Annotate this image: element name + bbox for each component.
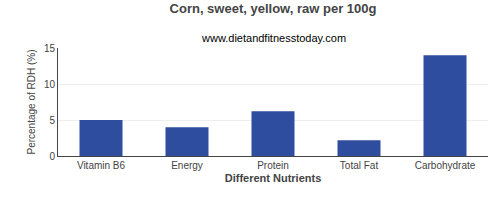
svg-text:Energy: Energy bbox=[171, 160, 203, 171]
svg-text:www.dietandfitnesstoday.com: www.dietandfitnesstoday.com bbox=[201, 32, 346, 44]
svg-text:15: 15 bbox=[44, 43, 56, 54]
svg-text:Protein: Protein bbox=[257, 160, 289, 171]
svg-text:Percentage of RDH (%): Percentage of RDH (%) bbox=[26, 49, 37, 154]
svg-text:5: 5 bbox=[49, 115, 55, 126]
svg-text:Different Nutrients: Different Nutrients bbox=[225, 172, 322, 184]
svg-text:Corn, sweet, yellow, raw per 1: Corn, sweet, yellow, raw per 100g bbox=[170, 1, 377, 16]
svg-text:0: 0 bbox=[49, 151, 55, 162]
svg-text:Vitamin B6: Vitamin B6 bbox=[77, 160, 126, 171]
svg-text:Total Fat: Total Fat bbox=[340, 160, 379, 171]
svg-text:10: 10 bbox=[44, 79, 56, 90]
svg-text:Carbohydrate: Carbohydrate bbox=[415, 160, 476, 171]
